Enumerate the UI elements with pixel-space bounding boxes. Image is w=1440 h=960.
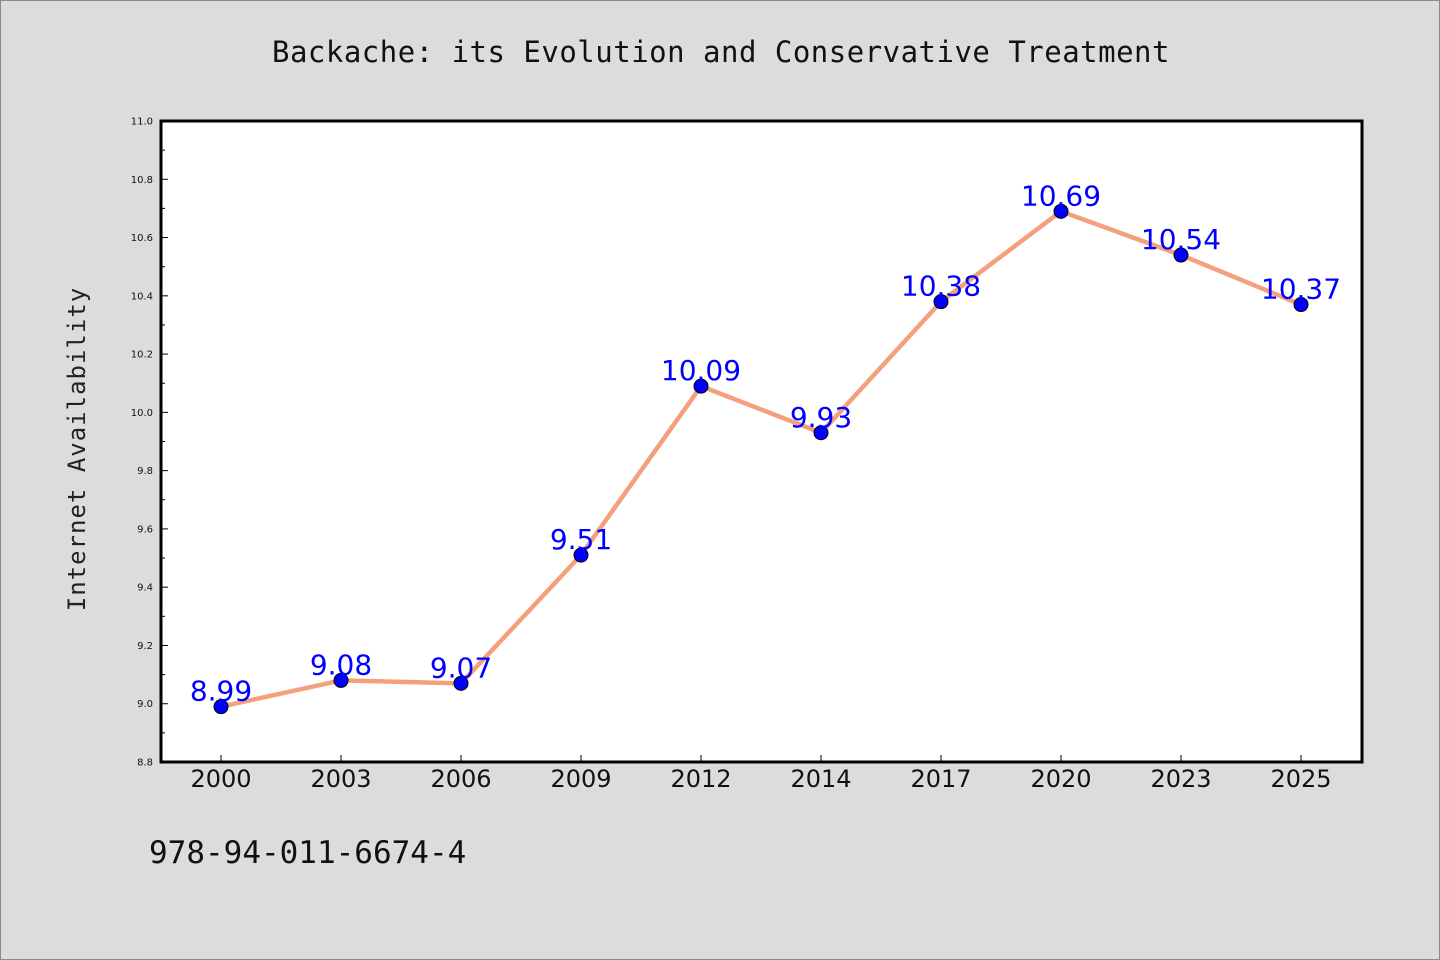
y-tick-label: 9.8	[137, 466, 153, 477]
data-label: 10.09	[661, 354, 741, 387]
y-tick-label: 10.8	[131, 175, 153, 186]
y-tick-label: 9.0	[137, 699, 153, 710]
x-tick-label: 2014	[790, 765, 851, 793]
y-tick-label: 9.4	[137, 583, 153, 594]
series-markers	[213, 203, 1309, 715]
x-tick-label: 2012	[670, 765, 731, 793]
y-tick-label: 9.2	[137, 641, 153, 652]
x-tick-label: 2023	[1150, 765, 1211, 793]
y-tick-label: 10.6	[131, 233, 153, 244]
data-label: 10.69	[1021, 179, 1101, 212]
data-point	[693, 378, 709, 394]
data-point	[453, 675, 469, 691]
x-tick-label: 2009	[550, 765, 611, 793]
data-point	[1053, 203, 1069, 219]
x-tick-label: 2020	[1030, 765, 1091, 793]
data-label: 9.08	[310, 648, 372, 681]
data-label: 9.93	[790, 401, 852, 434]
data-point	[573, 547, 589, 563]
y-tick-label: 8.8	[137, 758, 153, 769]
data-point	[1173, 247, 1189, 263]
y-tick-label: 10.0	[131, 408, 153, 419]
data-point	[933, 294, 949, 310]
data-label: 10.54	[1141, 223, 1221, 256]
x-tick-label: 2006	[430, 765, 491, 793]
x-axis: 2000 2003 2006 2009 2012 2014 2017 2020 2023 2025	[190, 755, 1332, 793]
data-point	[213, 699, 229, 715]
x-tick-label: 2017	[910, 765, 971, 793]
data-labels: 8.99 9.08 9.07 9.51 10.09 9.93 10.38 10.69 10.54…	[190, 179, 1341, 707]
data-point	[1293, 297, 1309, 313]
x-tick-label: 2000	[190, 765, 251, 793]
data-label: 10.37	[1261, 273, 1341, 306]
data-point	[333, 672, 349, 688]
data-label: 9.51	[550, 523, 612, 556]
data-point	[813, 425, 829, 441]
y-tick-label: 10.4	[131, 291, 153, 302]
series-line	[218, 209, 1304, 709]
isbn-code: 978-94-011-6674-4	[149, 835, 467, 871]
y-tick-label: 9.6	[137, 524, 153, 535]
y-tick-label: 10.2	[131, 350, 153, 361]
y-tick-label: 11.0	[131, 117, 153, 128]
y-axis: 8.8 9.0 9.2 9.4 9.6 9.8 10.0 10.2 10.4 10.6 10.8 11…	[131, 117, 168, 769]
data-label: 9.07	[430, 651, 492, 684]
data-label: 8.99	[190, 675, 252, 708]
plot-area	[159, 119, 1364, 764]
data-label: 10.38	[901, 270, 981, 303]
x-tick-label: 2025	[1270, 765, 1331, 793]
chart-title: Backache: its Evolution and Conservative…	[272, 35, 1170, 69]
x-tick-label: 2003	[310, 765, 371, 793]
